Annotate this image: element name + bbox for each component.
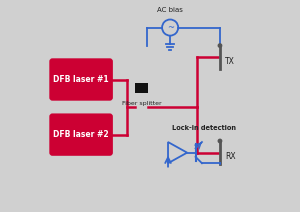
Text: AC bias: AC bias — [157, 7, 183, 13]
Text: Fiber splitter: Fiber splitter — [122, 101, 161, 106]
FancyBboxPatch shape — [50, 114, 112, 155]
Text: DFB laser #2: DFB laser #2 — [53, 130, 109, 139]
Text: TX: TX — [225, 57, 235, 66]
Text: DFB laser #1: DFB laser #1 — [53, 75, 109, 84]
Text: ~: ~ — [167, 23, 174, 32]
Circle shape — [218, 44, 222, 47]
Circle shape — [218, 139, 222, 143]
Bar — [135, 83, 148, 93]
Text: RX: RX — [225, 152, 236, 161]
FancyBboxPatch shape — [50, 59, 112, 100]
Text: Lock-in detection: Lock-in detection — [172, 126, 236, 131]
